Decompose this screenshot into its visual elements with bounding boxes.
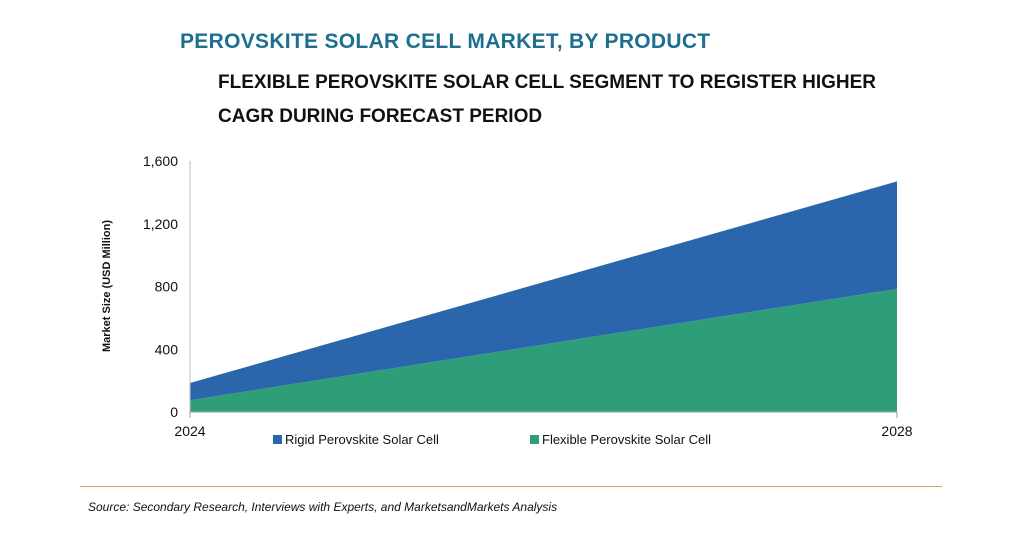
chart-title: PEROVSKITE SOLAR CELL MARKET, BY PRODUCT	[180, 30, 711, 53]
area-layer	[190, 181, 897, 412]
source-note: Source: Secondary Research, Interviews w…	[88, 500, 558, 514]
legend-swatch	[530, 435, 539, 444]
chart-subtitle: FLEXIBLE PEROVSKITE SOLAR CELL SEGMENT T…	[218, 72, 877, 127]
footer-divider	[80, 486, 942, 487]
area-rigid-perovskite-solar-cell	[190, 181, 897, 401]
legend-swatch	[273, 435, 282, 444]
x-tick-label: 2024	[174, 423, 205, 439]
x-tick-label: 2028	[881, 423, 912, 439]
legend-label: Rigid Perovskite Solar Cell	[285, 432, 439, 447]
legend-item: Rigid Perovskite Solar Cell	[273, 432, 439, 447]
axes-layer: 0 400 800 1,200 1,600 2024 2028	[143, 153, 913, 439]
legend-label: Flexible Perovskite Solar Cell	[542, 432, 711, 447]
legend: Rigid Perovskite Solar Cell Flexible Pero…	[273, 432, 711, 447]
y-tick-label: 400	[155, 341, 179, 357]
y-axis-title: Market Size (USD Million)	[101, 220, 113, 352]
y-tick-label: 800	[155, 279, 179, 295]
y-tick-label: 1,200	[143, 216, 178, 232]
area-flexible-perovskite-solar-cell	[190, 288, 897, 412]
legend-item: Flexible Perovskite Solar Cell	[530, 432, 711, 447]
stacked-area-chart: 0 400 800 1,200 1,600 2024 2028 Market Size (U…	[101, 153, 913, 447]
y-tick-label: 0	[170, 404, 178, 420]
y-tick-label: 1,600	[143, 153, 178, 169]
